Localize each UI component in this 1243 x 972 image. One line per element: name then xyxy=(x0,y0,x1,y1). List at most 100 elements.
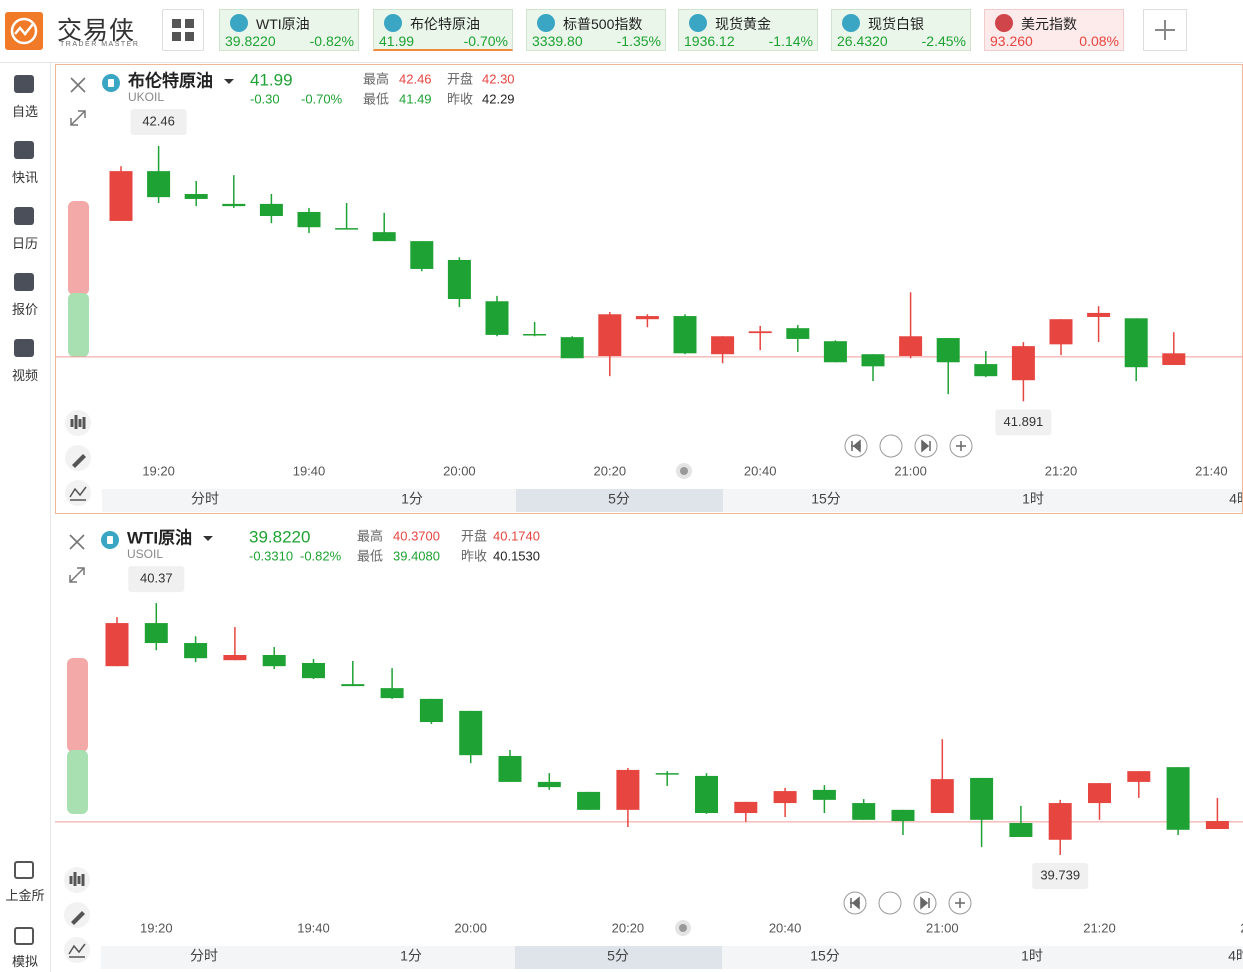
candle-body xyxy=(223,655,247,661)
expand-icon[interactable] xyxy=(69,567,85,583)
ticker-price: 41.99 xyxy=(379,33,415,49)
tool-button[interactable] xyxy=(64,902,90,928)
nav-label[interactable]: 模拟 xyxy=(11,954,38,969)
stat-value: 41.49 xyxy=(399,91,432,106)
symbol-name[interactable]: WTI原油 xyxy=(127,527,192,547)
ticker-change: -2.45% xyxy=(921,33,966,49)
stat-label: 开盘 xyxy=(461,528,487,543)
ticker[interactable]: 美元指数 93.260 0.08% xyxy=(984,9,1124,51)
dropdown-arrow[interactable] xyxy=(203,536,213,541)
candle-body xyxy=(891,809,915,822)
candle-body xyxy=(655,773,679,775)
tool-button[interactable] xyxy=(64,867,90,893)
candle-body xyxy=(297,211,321,228)
nav-button[interactable] xyxy=(878,891,902,915)
candle-body xyxy=(786,328,810,339)
timeframe-tab[interactable]: 1时 xyxy=(1022,491,1044,507)
tab-active-bg xyxy=(515,946,722,969)
candle-body xyxy=(498,755,522,782)
nav-icon[interactable] xyxy=(14,207,34,225)
timeframe-tab[interactable]: 分时 xyxy=(190,948,218,964)
tool-icon xyxy=(69,872,85,886)
candle-body xyxy=(459,710,483,756)
tool-button[interactable] xyxy=(65,445,91,471)
close-icon[interactable] xyxy=(69,534,85,550)
ticker-icon xyxy=(995,14,1013,32)
expand-icon[interactable] xyxy=(70,110,86,126)
ticker-icon xyxy=(384,14,402,32)
ticker-name: 现货白银 xyxy=(868,16,924,32)
candle-body xyxy=(748,331,772,334)
candle-body xyxy=(1048,803,1072,840)
x-tick-label: 20:00 xyxy=(443,463,476,478)
candle-body xyxy=(970,777,994,820)
tool-button[interactable] xyxy=(65,410,91,436)
nav-label[interactable]: 视频 xyxy=(11,368,38,383)
ticker-icon xyxy=(537,14,555,32)
timeframe-tab[interactable]: 5分 xyxy=(607,948,629,964)
dropdown-arrow[interactable] xyxy=(224,79,234,84)
candle-body xyxy=(372,232,396,242)
timeframe-tab[interactable]: 5分 xyxy=(608,491,630,507)
stat-value: 40.1740 xyxy=(493,528,540,543)
close-icon[interactable] xyxy=(70,77,86,93)
candle-body xyxy=(184,643,208,659)
nav-label[interactable]: 快讯 xyxy=(11,170,38,185)
candle-body xyxy=(335,228,359,230)
ticker-price: 3339.80 xyxy=(532,33,583,49)
logo[interactable] xyxy=(5,12,43,50)
nav-icon[interactable] xyxy=(14,927,34,945)
ticker-name: 布伦特原油 xyxy=(410,16,480,32)
tool-icon xyxy=(70,415,86,429)
nav-label[interactable]: 上金所 xyxy=(5,888,45,903)
nav-icon[interactable] xyxy=(14,75,34,93)
candle-body xyxy=(598,314,622,356)
gauge-up xyxy=(67,658,88,752)
candle-body xyxy=(1205,821,1229,830)
candle-body xyxy=(222,203,246,207)
timeframe-tab[interactable]: 分时 xyxy=(191,491,219,507)
x-tick-label: 21:20 xyxy=(1083,920,1116,935)
symbol-code: UKOIL xyxy=(128,90,164,104)
nav-icon[interactable] xyxy=(14,861,34,879)
timeframe-tab[interactable]: 15分 xyxy=(811,491,841,507)
timeframe-tab[interactable]: 15分 xyxy=(810,948,840,964)
ticker[interactable]: 标普500指数 3339.80 -1.35% xyxy=(526,9,666,51)
ticker[interactable]: 现货白银 26.4320 -2.45% xyxy=(831,9,971,51)
ticker[interactable]: 布伦特原油 41.99 -0.70% xyxy=(373,9,513,51)
stat-label: 最低 xyxy=(363,91,389,106)
symbol-name[interactable]: 布伦特原油 xyxy=(128,70,213,90)
candle-body xyxy=(1049,319,1073,345)
candle-body xyxy=(812,789,836,800)
nav-button-icon xyxy=(850,896,860,910)
timeframe-tab[interactable]: 4时 xyxy=(1229,491,1243,507)
nav-icon[interactable] xyxy=(14,273,34,291)
nav-label[interactable]: 日历 xyxy=(11,236,38,251)
x-tick-label: 21:00 xyxy=(926,920,959,935)
timeframe-tab[interactable]: 4时 xyxy=(1228,948,1243,964)
candle-body xyxy=(523,334,547,336)
ticker[interactable]: WTI原油 39.8220 -0.82% xyxy=(219,9,359,51)
nav-icon[interactable] xyxy=(14,339,34,357)
candle-body xyxy=(184,194,208,199)
grid-button[interactable] xyxy=(162,9,204,51)
nav-icon[interactable] xyxy=(14,141,34,159)
logo-sub: TRADER MASTER xyxy=(60,41,140,48)
candle-body xyxy=(419,698,443,723)
timeframe-tab[interactable]: 1分 xyxy=(400,948,422,964)
ticker[interactable]: 现货黄金 1936.12 -1.14% xyxy=(678,9,818,51)
candle-body xyxy=(899,336,923,356)
add-button[interactable] xyxy=(1143,9,1187,51)
nav-button[interactable] xyxy=(879,434,903,458)
ticker-change: -0.82% xyxy=(309,33,354,49)
nav-label[interactable]: 报价 xyxy=(11,302,38,317)
candle-body xyxy=(1087,312,1111,317)
nav-label[interactable]: 自选 xyxy=(11,104,38,119)
chart-panel: 布伦特原油 UKOIL 41.99 -0.30 -0.70% 最高 42.46 开盘 42.30… xyxy=(55,64,1243,514)
timeframe-tab[interactable]: 1时 xyxy=(1021,948,1043,964)
candle-body xyxy=(1127,771,1151,782)
timeframe-tab[interactable]: 1分 xyxy=(401,491,423,507)
candle-body xyxy=(974,364,998,377)
stat-value: 42.30 xyxy=(482,71,515,86)
x-tick-label: 21:20 xyxy=(1045,463,1078,478)
